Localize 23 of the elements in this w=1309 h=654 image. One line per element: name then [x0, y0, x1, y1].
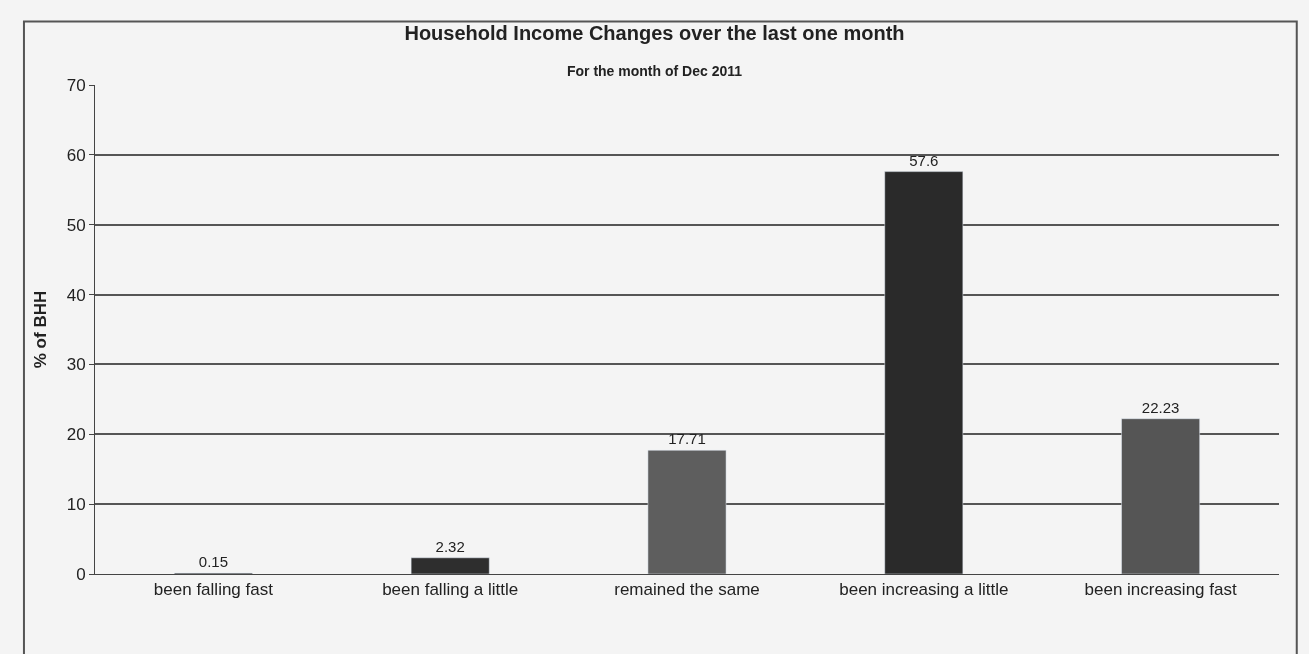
y-tick-label: 40	[66, 285, 86, 305]
y-tick-label: 20	[66, 425, 86, 445]
chart-title: Household Income Changes over the last one month	[404, 22, 905, 45]
data-label: 22.23	[1141, 398, 1180, 416]
bar	[410, 557, 490, 574]
bar	[884, 171, 964, 574]
y-tick-label: 10	[66, 495, 86, 515]
data-label: 0.15	[198, 552, 228, 570]
x-tick-label: been falling a little	[382, 580, 519, 600]
data-label: 17.71	[668, 430, 706, 448]
y-tick-label: 60	[66, 145, 86, 165]
y-tick-label: 30	[66, 355, 86, 375]
chart-subtitle: For the month of Dec 2011	[566, 63, 743, 80]
x-tick-label: been falling fast	[153, 580, 274, 600]
data-label: 57.6	[909, 151, 939, 169]
y-axis-title: % of BHH	[31, 290, 51, 369]
x-tick-label: been increasing a little	[839, 580, 1009, 600]
y-tick-label: 0	[76, 564, 86, 584]
x-tick-label: remained the same	[614, 580, 760, 600]
y-tick-label: 50	[66, 215, 86, 235]
data-label: 2.32	[435, 537, 465, 555]
x-tick-label: been increasing fast	[1084, 580, 1237, 600]
y-tick-label: 70	[66, 75, 86, 95]
